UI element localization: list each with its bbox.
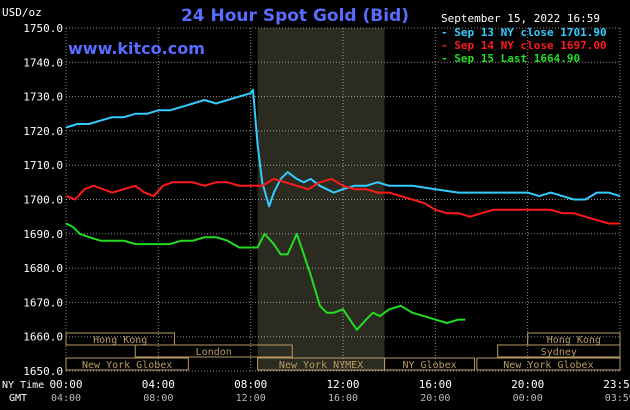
x-tick-label-gmt: 04:00	[51, 393, 81, 404]
market-session-label: Hong Kong	[93, 335, 147, 346]
market-session-box	[65, 357, 189, 371]
series-line-2	[65, 177, 620, 225]
market-session-label: New York NYMEX	[279, 360, 363, 371]
y-tick-label: 1690.0	[23, 228, 63, 241]
x-tick-label-gmt: 03:59	[605, 393, 630, 404]
market-session-label: Hong Kong	[547, 335, 601, 346]
y-tick-label: 1750.0	[23, 22, 63, 35]
x-tick-label-ny: 16:00	[419, 378, 452, 391]
timestamp: September 15, 2022 16:59	[441, 12, 600, 25]
y-tick-label: 1740.0	[23, 56, 63, 69]
y-tick-label: 1660.0	[23, 331, 63, 344]
market-session-label: New York Globex	[82, 360, 172, 371]
unit-label: USD/oz	[2, 6, 42, 19]
grid-lines	[65, 27, 621, 372]
market-session: New York Globex	[476, 357, 621, 371]
y-tick-label: 1650.0	[23, 365, 63, 378]
x-tick-label-ny: 00:00	[49, 378, 82, 391]
legend-entry: - Sep 14 NY close 1697.00	[441, 39, 607, 52]
market-session-label: New York Globex	[503, 360, 593, 371]
x-tick-label-ny: 08:00	[234, 378, 267, 391]
y-tick-label: 1730.0	[23, 91, 63, 104]
y-tick-label: 1700.0	[23, 194, 63, 207]
series-line-3	[65, 222, 466, 331]
x-tick-label-gmt: 16:00	[328, 393, 358, 404]
market-session-label: Sydney	[541, 347, 577, 358]
legend-entry: - Sep 13 NY close 1701.90	[441, 26, 607, 39]
y-tick-label: 1710.0	[23, 159, 63, 172]
x-tick-label-ny: 20:00	[511, 378, 544, 391]
x-tick-label-ny: 04:00	[142, 378, 175, 391]
series-lines	[65, 88, 621, 331]
market-session-label: London	[196, 347, 232, 358]
x-tick-label-gmt: 20:00	[420, 393, 450, 404]
market-session-box	[476, 357, 621, 371]
market-session: Hong Kong	[65, 332, 175, 346]
x-tick-label-ny: 12:00	[326, 378, 359, 391]
market-session: Hong Kong	[527, 332, 621, 346]
x-tick-label-ny: 23:59	[603, 378, 630, 391]
legend: - Sep 13 NY close 1701.90- Sep 14 NY clo…	[441, 26, 607, 65]
legend-entry: - Sep 15 Last 1664.90	[441, 52, 580, 65]
chart-title: 24 Hour Spot Gold (Bid)	[181, 6, 409, 26]
x-tick-label-gmt: 12:00	[236, 393, 266, 404]
y-tick-label: 1720.0	[23, 125, 63, 138]
market-session-bars: Hong Kong London New York Globex New York N…	[65, 332, 621, 371]
market-session: London	[134, 344, 293, 358]
website-label: www.kitco.com	[68, 39, 205, 58]
market-session-box	[497, 344, 621, 358]
series-line-1	[65, 88, 621, 208]
market-session-box	[65, 332, 175, 346]
market-session-label: NY Globex	[402, 360, 456, 371]
x-axis-ticks: 00:00 04:00 08:00 12:00 16:00 20:00 23:59 04:00…	[49, 378, 630, 404]
x-axis-label-ny: NY Time	[2, 380, 44, 391]
x-tick-label-gmt: 08:00	[143, 393, 173, 404]
market-session-box	[384, 357, 476, 371]
x-tick-label-gmt: 00:00	[513, 393, 543, 404]
y-axis-ticks: 1750.0 1740.0 1730.0 1720.0 1710.0 1700.0 1690…	[23, 22, 63, 378]
market-session: Sydney	[497, 344, 621, 358]
y-tick-label: 1670.0	[23, 296, 63, 309]
market-session: New York Globex	[65, 357, 189, 371]
market-session: NY Globex	[384, 357, 476, 371]
y-tick-label: 1680.0	[23, 262, 63, 275]
market-session-box	[134, 344, 293, 358]
x-axis-label-gmt: GMT	[9, 393, 27, 404]
